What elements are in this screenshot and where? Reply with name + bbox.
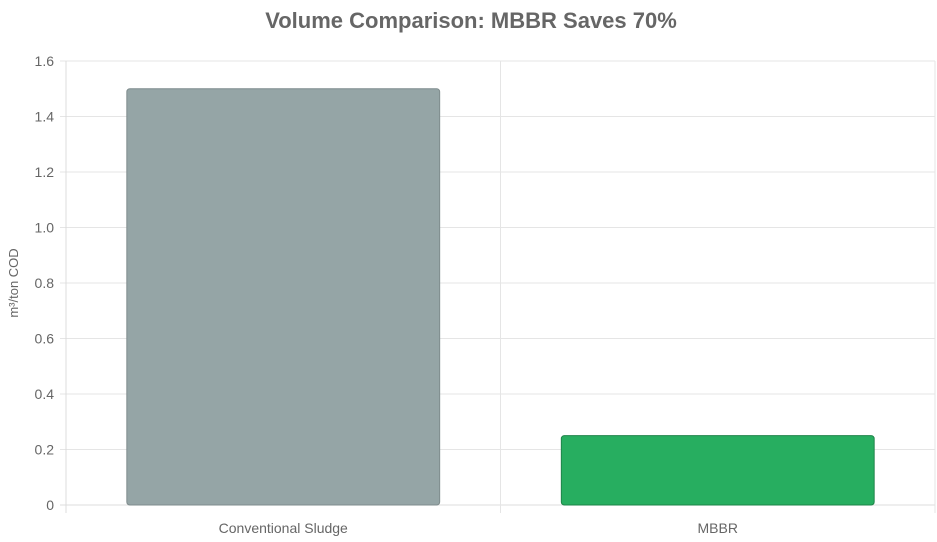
- bars: [126, 88, 875, 506]
- y-tick-label: 1.6: [35, 53, 55, 69]
- y-tick-label: 1.0: [35, 220, 55, 236]
- x-tick-label: MBBR: [698, 520, 738, 536]
- y-tick-label: 0.6: [35, 331, 55, 347]
- y-tick-label: 0.8: [35, 275, 55, 291]
- x-tick-label: Conventional Sludge: [219, 520, 348, 536]
- y-tick-label: 0: [46, 497, 54, 513]
- x-axis: Conventional Sludge MBBR: [219, 520, 738, 536]
- chart-title: Volume Comparison: MBBR Saves 70%: [265, 8, 677, 33]
- y-tick-label: 0.2: [35, 442, 55, 458]
- bar-conventional-sludge: [126, 88, 441, 506]
- y-axis: 0 0.2 0.4 0.6 0.8 1.0 1.2 1.4 1.6: [35, 53, 55, 513]
- bar-mbbr: [560, 435, 875, 506]
- y-tick-label: 1.4: [35, 109, 55, 125]
- y-axis-label: m³/ton COD: [6, 248, 21, 317]
- y-tick-label: 0.4: [35, 386, 55, 402]
- y-tick-label: 1.2: [35, 164, 55, 180]
